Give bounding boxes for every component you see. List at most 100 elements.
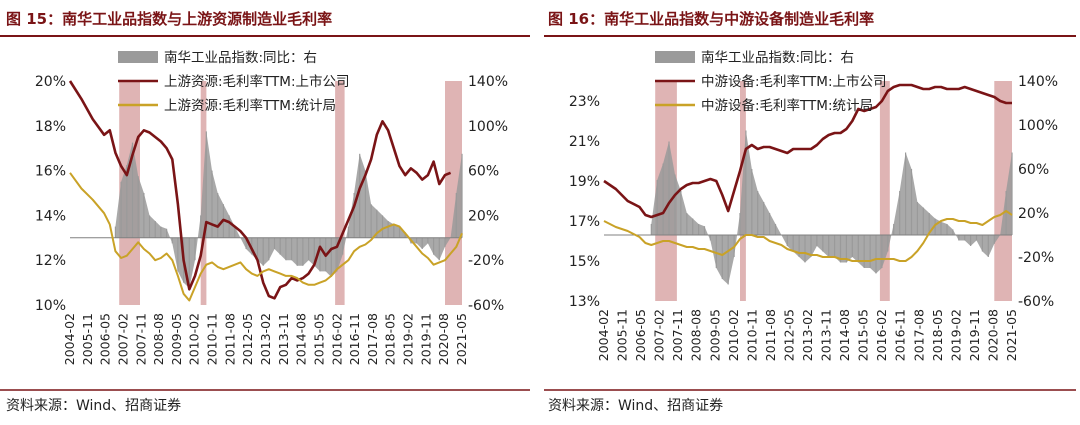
left-tick-label: 13% [569,294,600,310]
x-tick-label: 2005-11 [615,309,630,361]
right-tick-label: 100% [1018,118,1058,134]
x-axis-ticks: 2004-02 2005-11 2006-05 2007-02 2007-11 2008-… [62,313,469,365]
x-tick-label: 2016-02 [874,309,889,361]
legend: 南华工业品指数:同比：右上游资源:毛利率TTM:上市公司上游资源:毛利率TTM:… [118,50,350,114]
legend-swatch-bar [118,51,158,63]
x-tick-label: 2009-05 [707,309,722,361]
x-tick-label: 2016-11 [893,309,908,361]
x-tick-label: 2017-08 [365,313,380,365]
x-tick-label: 2013-11 [819,309,834,361]
left-tick-label: 12% [35,253,66,269]
x-tick-label: 2008-08 [689,309,704,361]
x-tick-label: 2012-05 [240,313,255,365]
bar-series [114,131,463,289]
chart-title: 图 16：南华工业品指数与中游设备制造业毛利率 [548,10,874,28]
shaded-periods [655,81,1012,301]
x-tick-label: 2008-08 [151,313,166,365]
x-tick-label: 2020-08 [986,309,1001,361]
source-note: 资料来源：Wind、招商证券 [548,398,723,414]
x-tick-label: 2007-11 [670,309,685,361]
legend-label: 南华工业品指数:同比：右 [164,50,317,66]
line-series-2 [69,172,463,302]
left-tick-label: 10% [35,298,66,314]
x-tick-label: 2021-05 [1004,309,1019,361]
x-tick-label: 2009-05 [169,313,184,365]
left-tick-label: 14% [35,208,66,224]
left-tick-label: 17% [569,214,600,230]
right-tick-label: -20% [1018,250,1054,266]
x-tick-label: 2018-05 [930,309,945,361]
x-tick-label: 2016-02 [329,313,344,365]
x-tick-label: 2021-05 [454,313,469,365]
left-axis-ticks: 20% 18% 16% 14% 12% 10% [35,74,66,314]
x-tick-label: 2010-11 [205,313,220,365]
left-axis-ticks: 23% 21% 19% 17% 15% 13% [569,94,600,310]
shaded-periods [119,81,462,305]
x-tick-label: 2013-11 [276,313,291,365]
x-tick-label: 2010-11 [744,309,759,361]
x-tick-label: 2007-02 [116,313,131,365]
line-series-2 [603,210,1013,262]
x-tick-label: 2006-05 [633,309,648,361]
right-tick-label: -20% [468,253,504,269]
legend-label: 上游资源:毛利率TTM:上市公司 [164,73,350,90]
x-tick-label: 2007-02 [652,309,667,361]
left-tick-label: 16% [35,164,66,180]
x-tick-label: 2015-05 [312,313,327,365]
x-tick-label: 2013-02 [258,313,273,365]
x-tick-label: 2015-05 [856,309,871,361]
legend-label: 上游资源:毛利率TTM:统计局 [164,97,336,114]
x-tick-label: 2007-11 [133,313,148,365]
x-tick-label: 2005-11 [80,313,95,365]
x-tick-label: 2019-11 [967,309,982,361]
x-tick-label: 2006-05 [98,313,113,365]
right-tick-label: 60% [1018,162,1049,178]
legend: 南华工业品指数:同比：右中游设备:毛利率TTM:上市公司中游设备:毛利率TTM:… [655,50,887,114]
line-series-1 [603,83,1012,219]
x-tick-label: 2014-08 [837,309,852,361]
x-tick-label: 2010-02 [726,309,741,361]
line-series [68,80,463,302]
left-tick-label: 23% [569,94,600,110]
bar-series [650,130,1013,285]
left-tick-label: 18% [35,119,66,135]
left-tick-label: 19% [569,174,600,190]
x-tick-label: 2017-08 [911,309,926,361]
shaded-period-4 [994,81,1012,301]
legend-swatch-bar [655,51,695,63]
right-tick-label: 60% [468,164,499,180]
x-tick-label: 2019-11 [418,313,433,365]
x-tick-label: 2012-05 [782,309,797,361]
right-axis-ticks: 140% 100% 60% 20% -20% -60% [468,74,508,314]
line-series-1 [68,80,452,300]
line-series [603,83,1013,262]
shaded-period-3 [335,81,345,305]
bar-series-area [651,130,1012,285]
x-tick-label: 2019-02 [401,313,416,365]
shaded-period-3 [879,81,890,301]
x-tick-label: 2018-05 [383,313,398,365]
chart-title: 图 15：南华工业品指数与上游资源制造业毛利率 [6,10,332,28]
right-tick-label: 140% [1018,74,1058,90]
right-tick-label: 140% [468,74,508,90]
x-tick-label: 2004-02 [62,313,77,365]
chart-upstream: 图 15：南华工业品指数与上游资源制造业毛利率 南华工业品指数:同比：右上游资源… [0,10,530,414]
legend-label: 南华工业品指数:同比：右 [701,50,854,66]
left-tick-label: 15% [569,254,600,270]
x-tick-label: 2014-08 [294,313,309,365]
chart-midstream: 图 16：南华工业品指数与中游设备制造业毛利率 南华工业品指数:同比：右中游设备… [544,10,1076,414]
x-tick-label: 2011-08 [222,313,237,365]
right-tick-label: 20% [1018,206,1049,222]
right-axis-ticks: 140% 100% 60% 20% -20% -60% [1018,74,1058,310]
x-tick-label: 2019-02 [948,309,963,361]
x-tick-label: 2010-02 [187,313,202,365]
x-tick-label: 2016-11 [347,313,362,365]
x-axis-ticks: 2004-02 2005-11 2006-05 2007-02 2007-11 2008-… [596,309,1019,361]
right-tick-label: -60% [1018,294,1054,310]
left-tick-label: 21% [569,134,600,150]
shaded-period-4 [445,81,462,305]
legend-label: 中游设备:毛利率TTM:上市公司 [701,73,887,90]
right-tick-label: 100% [468,119,508,135]
